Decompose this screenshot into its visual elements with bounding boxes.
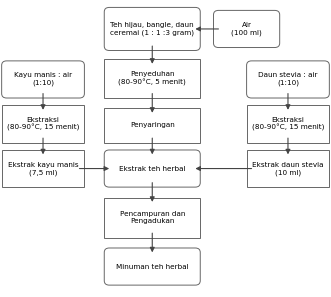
FancyBboxPatch shape <box>104 150 200 187</box>
Text: Ekstraksi
(80-90°C, 15 menit): Ekstraksi (80-90°C, 15 menit) <box>7 116 79 132</box>
FancyBboxPatch shape <box>104 7 200 50</box>
FancyBboxPatch shape <box>2 150 84 187</box>
FancyBboxPatch shape <box>247 105 329 143</box>
FancyBboxPatch shape <box>213 10 280 48</box>
FancyBboxPatch shape <box>104 108 200 143</box>
Text: Penyaringan: Penyaringan <box>130 122 175 129</box>
FancyBboxPatch shape <box>2 105 84 143</box>
Text: Kayu manis : air
(1:10): Kayu manis : air (1:10) <box>14 72 72 86</box>
Text: Minuman teh herbal: Minuman teh herbal <box>116 263 189 270</box>
Text: Ekstrak teh herbal: Ekstrak teh herbal <box>119 165 185 172</box>
Text: Ekstraksi
(80-90°C, 15 menit): Ekstraksi (80-90°C, 15 menit) <box>252 116 324 132</box>
FancyBboxPatch shape <box>247 61 329 98</box>
Text: Penyeduhan
(80-90°C, 5 menit): Penyeduhan (80-90°C, 5 menit) <box>118 71 186 86</box>
Text: Daun stevia : air
(1:10): Daun stevia : air (1:10) <box>258 72 318 86</box>
FancyBboxPatch shape <box>104 248 200 285</box>
Text: Pencampuran dan
Pengadukan: Pencampuran dan Pengadukan <box>119 211 185 224</box>
Text: Ekstrak daun stevia
(10 ml): Ekstrak daun stevia (10 ml) <box>252 162 324 176</box>
FancyBboxPatch shape <box>104 198 200 238</box>
Text: Air
(100 ml): Air (100 ml) <box>231 22 262 36</box>
Text: Teh hijau, bangle, daun
ceremai (1 : 1 :3 gram): Teh hijau, bangle, daun ceremai (1 : 1 :… <box>110 22 194 36</box>
FancyBboxPatch shape <box>2 61 84 98</box>
Text: Ekstrak kayu manis
(7,5 ml): Ekstrak kayu manis (7,5 ml) <box>8 162 78 176</box>
FancyBboxPatch shape <box>104 59 200 98</box>
FancyBboxPatch shape <box>247 150 329 187</box>
